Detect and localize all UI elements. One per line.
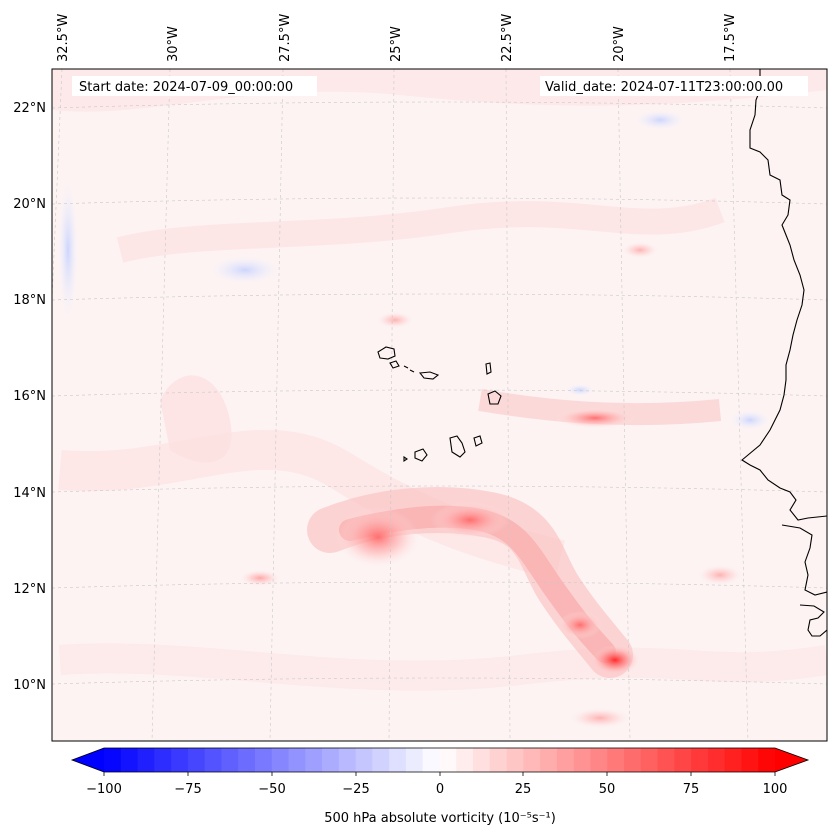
colorbar-swatch: [355, 748, 373, 772]
valid-date-label: Valid_date: 2024-07-11T23:00:00.00: [545, 80, 783, 95]
colorbar-max-extension: [775, 748, 808, 772]
colorbar-tick-label: −50: [258, 782, 285, 797]
colorbar-swatch: [372, 748, 390, 772]
colorbar-tick-label: −100: [86, 782, 122, 797]
map-panel: Start date: 2024-07-09_00:00:00 Valid_da…: [51, 68, 828, 742]
colorbar-tick-label: −75: [174, 782, 201, 797]
colorbar-min-extension: [72, 748, 104, 772]
colorbar-swatch: [288, 748, 306, 772]
start-date-label: Start date: 2024-07-09_00:00:00: [79, 80, 293, 95]
colorbar-swatch: [707, 748, 726, 772]
lon-label: 17.5°W: [723, 14, 738, 62]
colorbar-swatch: [540, 748, 558, 772]
graticule: [52, 69, 827, 741]
colorbar-swatch: [607, 748, 625, 772]
colorbar-swatch: [104, 748, 122, 772]
colorbar-tick-label: 100: [763, 782, 788, 797]
lon-label: 27.5°W: [278, 14, 293, 62]
colorbar-swatch: [724, 748, 742, 772]
colorbar-swatch: [204, 748, 222, 772]
colorbar-swatch: [338, 748, 357, 772]
lat-label: 12°N: [13, 582, 46, 597]
colorbar-swatch: [456, 748, 474, 772]
lat-label: 20°N: [13, 197, 46, 212]
colorbar-swatch: [489, 748, 508, 772]
colorbar-swatch: [674, 748, 692, 772]
lat-label: 14°N: [13, 486, 46, 501]
lon-label: 32.5°W: [56, 14, 71, 62]
colorbar-swatch: [271, 748, 290, 772]
colorbar-swatch: [556, 748, 575, 772]
colorbar-tick-label: −25: [342, 782, 369, 797]
colorbar: −100 −75 −50 −25 0 25 50 75 100 500 hPa …: [70, 747, 810, 826]
colorbar-swatch: [439, 748, 457, 772]
colorbar-swatch: [422, 748, 440, 772]
colorbar-swatch: [573, 748, 591, 772]
colorbar-swatch: [590, 748, 608, 772]
colorbar-swatch: [171, 748, 189, 772]
colorbar-tick-label: 50: [599, 782, 616, 797]
colorbar-swatch: [154, 748, 172, 772]
colorbar-tick-label: 0: [436, 782, 444, 797]
colorbar-swatch: [305, 748, 323, 772]
cape-verde-islands: [377, 346, 502, 463]
colorbar-swatch: [389, 748, 407, 772]
colorbar-swatch: [238, 748, 256, 772]
colorbar-swatch: [523, 748, 541, 772]
lat-label: 10°N: [13, 678, 46, 693]
colorbar-swatch: [137, 748, 155, 772]
lon-label: 25°W: [389, 26, 404, 62]
colorbar-swatch: [691, 748, 709, 772]
longitude-labels: 32.5°W 30°W 27.5°W 25°W 22.5°W 20°W 17.5…: [56, 14, 738, 62]
lat-label: 22°N: [13, 101, 46, 116]
lon-label: 20°W: [612, 26, 627, 62]
colorbar-swatch: [187, 748, 206, 772]
vorticity-field: [52, 69, 827, 728]
colorbar-swatch: [221, 748, 239, 772]
african-coastline: [741, 69, 827, 637]
colorbar-swatch: [473, 748, 491, 772]
colorbar-swatch: [506, 748, 524, 772]
colorbar-swatch: [657, 748, 675, 772]
colorbar-tick-label: 25: [515, 782, 532, 797]
lat-label: 16°N: [13, 389, 46, 404]
colorbar-swatch: [322, 748, 340, 772]
colorbar-swatch: [254, 748, 273, 772]
colorbar-swatch: [120, 748, 139, 772]
lat-label: 18°N: [13, 293, 46, 308]
colorbar-ticks: [103, 772, 776, 776]
date-header: Start date: 2024-07-09_00:00:00 Valid_da…: [72, 76, 808, 96]
latitude-labels: 22°N 20°N 18°N 16°N 14°N 12°N 10°N: [13, 101, 46, 693]
map-frame: [51, 68, 828, 742]
colorbar-swatch: [741, 748, 759, 772]
colorbar-swatch: [405, 748, 424, 772]
lon-label: 30°W: [166, 26, 181, 62]
colorbar-swatch: [624, 748, 642, 772]
colorbar-title: 500 hPa absolute vorticity (10⁻⁵s⁻¹): [324, 811, 556, 826]
lon-label: 22.5°W: [500, 14, 515, 62]
colorbar-swatch: [640, 748, 659, 772]
colorbar-swatches: [104, 748, 776, 772]
colorbar-swatch: [758, 748, 776, 772]
colorbar-tick-label: 75: [683, 782, 700, 797]
